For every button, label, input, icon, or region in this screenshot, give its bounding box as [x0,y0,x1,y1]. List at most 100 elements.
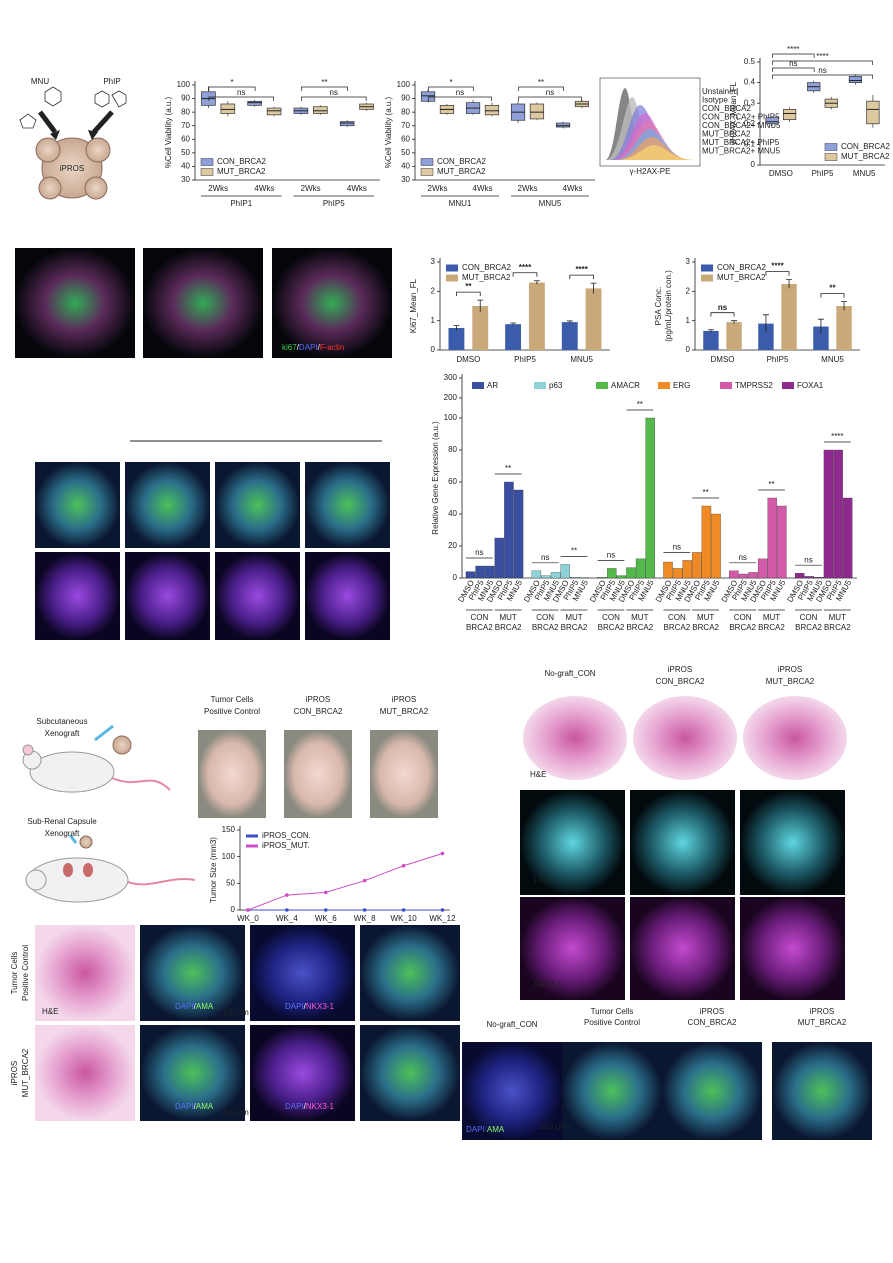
stain-label-part: DAPI [466,1125,485,1134]
point [285,908,289,912]
bar [804,576,815,579]
bar [692,552,702,579]
micrograph [630,897,735,1000]
y-tick-label: 30 [181,175,190,184]
group-label: MUT [829,613,846,622]
stain-label-part: AMA [196,1002,214,1011]
significance: ns [789,59,797,68]
bar [494,537,505,579]
bar [758,323,774,350]
micrograph [462,1042,562,1140]
micrograph [143,248,263,358]
x-tick-label: WK_12 [429,914,456,923]
y-axis-label: Relative Gene Expression (a.u.) [431,421,440,535]
stain-label: ki67/DAPI/F-actin [282,343,344,352]
stain-label-part: DAPI [285,1102,304,1111]
stain-label-part: / [304,1102,307,1111]
label: iPROS [306,695,330,704]
y-tick-label: 0.5 [744,57,756,66]
bracket [301,86,348,91]
bar [561,322,578,350]
stain-label-part: DAPI [285,1002,304,1011]
x-tick-label: 4Wks [563,184,583,193]
label: CON_BRCA2 [688,1018,737,1027]
legend-label: MUT_BRCA2 [841,152,890,161]
y-tick-label: 1 [431,316,436,325]
significance: **** [787,45,799,54]
group-label: BRCA2 [729,623,756,632]
bar [597,577,607,579]
series-line [247,852,443,911]
row-label-line: Tumor Cells [10,952,19,995]
legend-swatch [534,382,546,389]
bar [585,288,602,350]
stain-label-part: DAPI [299,343,318,352]
y-tick-label: 150 [222,825,236,834]
bracket [428,86,474,91]
error-bar [566,320,573,324]
bracket [710,312,735,317]
row-label: Tumor Cells Positive Control [10,945,30,1001]
label: iPROS [60,164,84,173]
y-tick-label: 200 [444,393,458,402]
bar [672,568,683,579]
y-axis-label-text: Relative Gene Expression (a.u.) [431,421,440,535]
label: H&E [530,770,546,779]
row-label-line: Positive Control [21,945,30,1001]
group-label: BRCA2 [664,623,691,632]
legend-swatch [701,264,713,272]
y-axis-label-text: %Cell Viability (a.u.) [164,96,173,168]
stain-label: DAPI/AMA [175,1002,214,1011]
y-axis-label: PSA Conc. (pg/mL/protein con.) [654,270,673,342]
y-tick-label: 60 [181,134,190,143]
bar [570,577,580,579]
y-tick-label: 2 [431,286,436,295]
significance: ** [538,78,544,87]
bar [757,558,768,579]
y-axis-label: Ki67_Mean_FL [409,278,418,333]
label: LTL [534,875,548,884]
significance: **** [816,52,828,61]
label: Isotype [702,96,728,105]
y-tick-label: 3 [431,257,436,266]
x-tick-label: MNU5 [821,355,844,364]
bracket [456,291,481,297]
legend-swatch [782,382,794,389]
y-tick-label: 0 [686,345,691,354]
legend-swatch [420,168,434,176]
bar [616,575,627,579]
bracket [428,96,492,101]
bar [703,330,719,350]
significance: **** [519,263,532,272]
bar [814,577,824,579]
x-tick-label: MNU5 [853,169,876,178]
bar [465,571,476,579]
y-tick-label: 0 [751,160,756,169]
x-tick-label: WK_8 [354,914,376,923]
kidney-section [743,696,847,780]
bar [767,497,777,579]
error-bar [510,322,517,326]
bar [794,573,805,579]
significance: ** [829,284,836,293]
stain-label: DAPI/AMA [466,1125,505,1134]
label: iPROS [668,665,692,674]
group-label: BRCA2 [626,623,653,632]
stain-label-part: / [318,343,321,352]
y-axis-label-text: γH2AX_Mean_FL [729,81,738,145]
legend-label: TMPRSS2 [735,381,773,390]
y-tick-label: 2 [686,286,691,295]
bar [748,572,758,579]
group-label: MUT [631,613,648,622]
x-tick-label: DMSO [769,169,793,178]
y-axis-label: %Cell Viability (a.u.) [384,96,393,168]
stain-label-part: / [194,1002,197,1011]
y-axis-label: γH2AX_Mean_FL [729,81,738,145]
x-tick-label: DMSO [711,355,735,364]
significance: ** [571,547,577,556]
y-tick-label: 70 [401,121,410,130]
stain-label-part: AMA [487,1125,505,1134]
y-axis-label-text: Tumor Size (mm3) [209,837,218,903]
mouse-schematics [22,724,196,903]
